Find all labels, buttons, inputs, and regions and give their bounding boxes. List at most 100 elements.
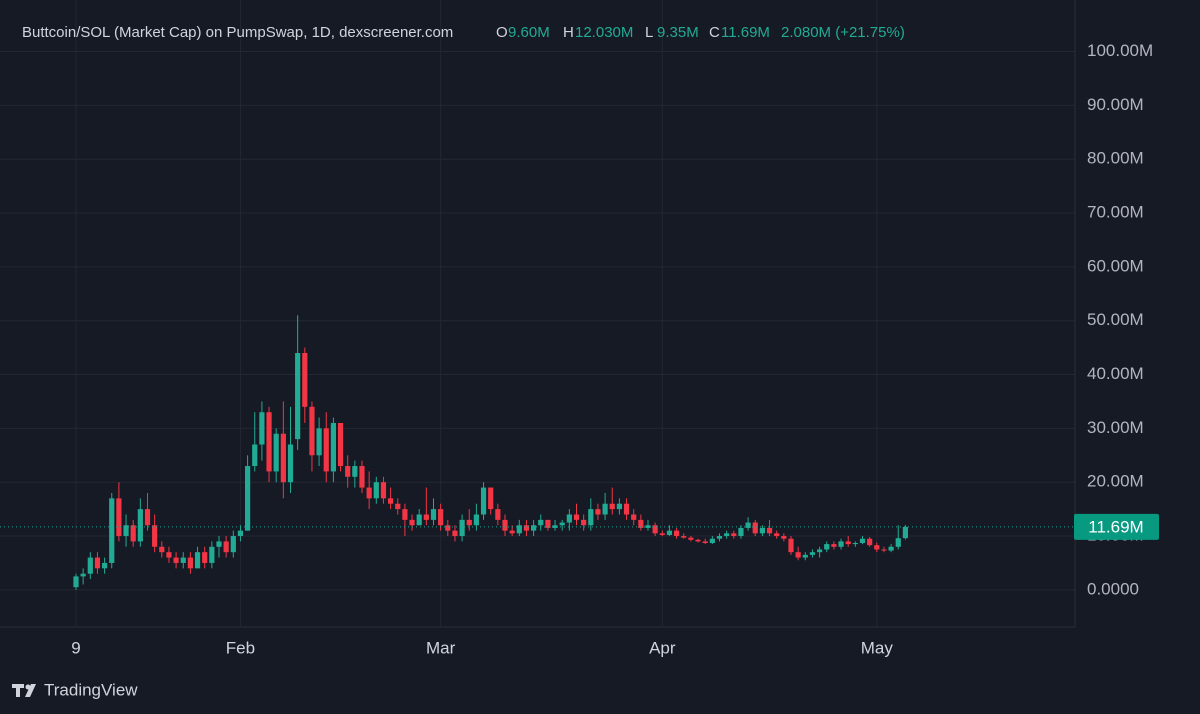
candle-body (695, 539, 701, 542)
candle-body (545, 519, 551, 528)
candle-body (287, 444, 294, 483)
candle-body (430, 509, 437, 520)
candle-body (817, 549, 823, 553)
candle-body (366, 487, 372, 499)
candle-body (766, 527, 773, 534)
x-tick-label: Apr (649, 638, 676, 657)
candle-body (102, 562, 108, 569)
candle-body (888, 546, 894, 551)
ohlc-key: L (645, 24, 653, 41)
candle-body (502, 519, 508, 531)
candle-body (295, 352, 301, 440)
candle-body (137, 509, 143, 542)
candle-body (802, 554, 808, 558)
candle-body (359, 466, 365, 488)
candle-body (602, 503, 608, 515)
candle-body (123, 525, 129, 537)
change: 2.080M (+21.75%) (781, 24, 905, 41)
candle-body (187, 557, 193, 569)
candle-body (409, 519, 415, 526)
candle-body (831, 544, 837, 547)
candle-body (202, 552, 208, 563)
candle-body (509, 530, 515, 534)
candle-body (402, 509, 408, 520)
candle-body (309, 406, 315, 456)
candle-body (452, 530, 458, 537)
y-tick-label: 80.00M (1087, 149, 1144, 168)
axes: 0.000010.00M20.00M30.00M40.00M50.00M60.0… (71, 41, 1159, 657)
candle-body (73, 576, 79, 588)
candle-body (631, 514, 637, 520)
candle-body (345, 466, 351, 477)
candle-body (581, 519, 587, 526)
x-tick-label: Feb (226, 638, 255, 657)
candle-body (588, 509, 594, 526)
chart-title: Buttcoin/SOL (Market Cap) on PumpSwap, 1… (22, 24, 453, 41)
candle-body (666, 530, 673, 535)
candle-body (652, 525, 658, 534)
y-tick-label: 70.00M (1087, 203, 1144, 222)
candle-body (173, 557, 179, 563)
candle-body (731, 533, 737, 537)
candle-body (330, 422, 336, 472)
candle-body (559, 522, 565, 526)
candle-body (738, 527, 744, 537)
candle-body (280, 433, 286, 483)
candle-body (759, 527, 765, 534)
candle-body (144, 509, 151, 526)
candle-body (180, 557, 186, 563)
candle-body (681, 536, 687, 538)
candle-body (659, 533, 665, 535)
candle-body (87, 557, 93, 574)
candle-body (302, 352, 308, 407)
candle-body (867, 538, 873, 546)
candle-body (724, 533, 730, 537)
candle-body (266, 412, 272, 472)
candle-body (94, 557, 101, 569)
candle-body (337, 422, 344, 467)
x-tick-label: May (861, 638, 894, 657)
candle-body (473, 514, 479, 526)
candle-body (623, 503, 630, 515)
candle-body (788, 538, 794, 553)
y-tick-label: 30.00M (1087, 418, 1144, 437)
candle-body (316, 428, 322, 456)
candle-body (809, 552, 816, 555)
candle-body (216, 541, 222, 547)
candle-body (616, 503, 622, 510)
candle-body (488, 487, 494, 510)
candle-body (273, 433, 279, 472)
candle-body (416, 514, 422, 526)
candle-body (716, 536, 723, 539)
candle-body (702, 541, 708, 544)
candle-body (573, 514, 580, 520)
candle-body (388, 498, 394, 504)
x-tick-label: 9 (71, 638, 80, 657)
candle-body (895, 538, 901, 547)
candle-body (130, 525, 136, 542)
candle-body (423, 514, 429, 520)
candle-body (523, 525, 530, 531)
candle-body (566, 514, 572, 523)
candle-body (859, 538, 866, 544)
candle-body (152, 525, 158, 547)
candle-body (223, 541, 229, 553)
y-tick-label: 40.00M (1087, 364, 1144, 383)
x-tick-label: Mar (426, 638, 456, 657)
candle-body (752, 522, 758, 534)
candle-body (538, 519, 544, 526)
candle-body (595, 509, 601, 515)
ohlc-key: H (563, 24, 574, 41)
candle-body (609, 503, 615, 510)
candle-body (252, 444, 258, 467)
candle-body (80, 573, 86, 577)
candle-body (674, 530, 680, 537)
candle-body (852, 543, 858, 545)
ohlc-value: 9.35M (657, 24, 699, 41)
candle-body (259, 412, 265, 445)
candle-body (824, 544, 830, 550)
candle-body (237, 530, 244, 537)
y-tick-label: 90.00M (1087, 95, 1144, 114)
y-tick-label: 100.00M (1087, 41, 1153, 60)
